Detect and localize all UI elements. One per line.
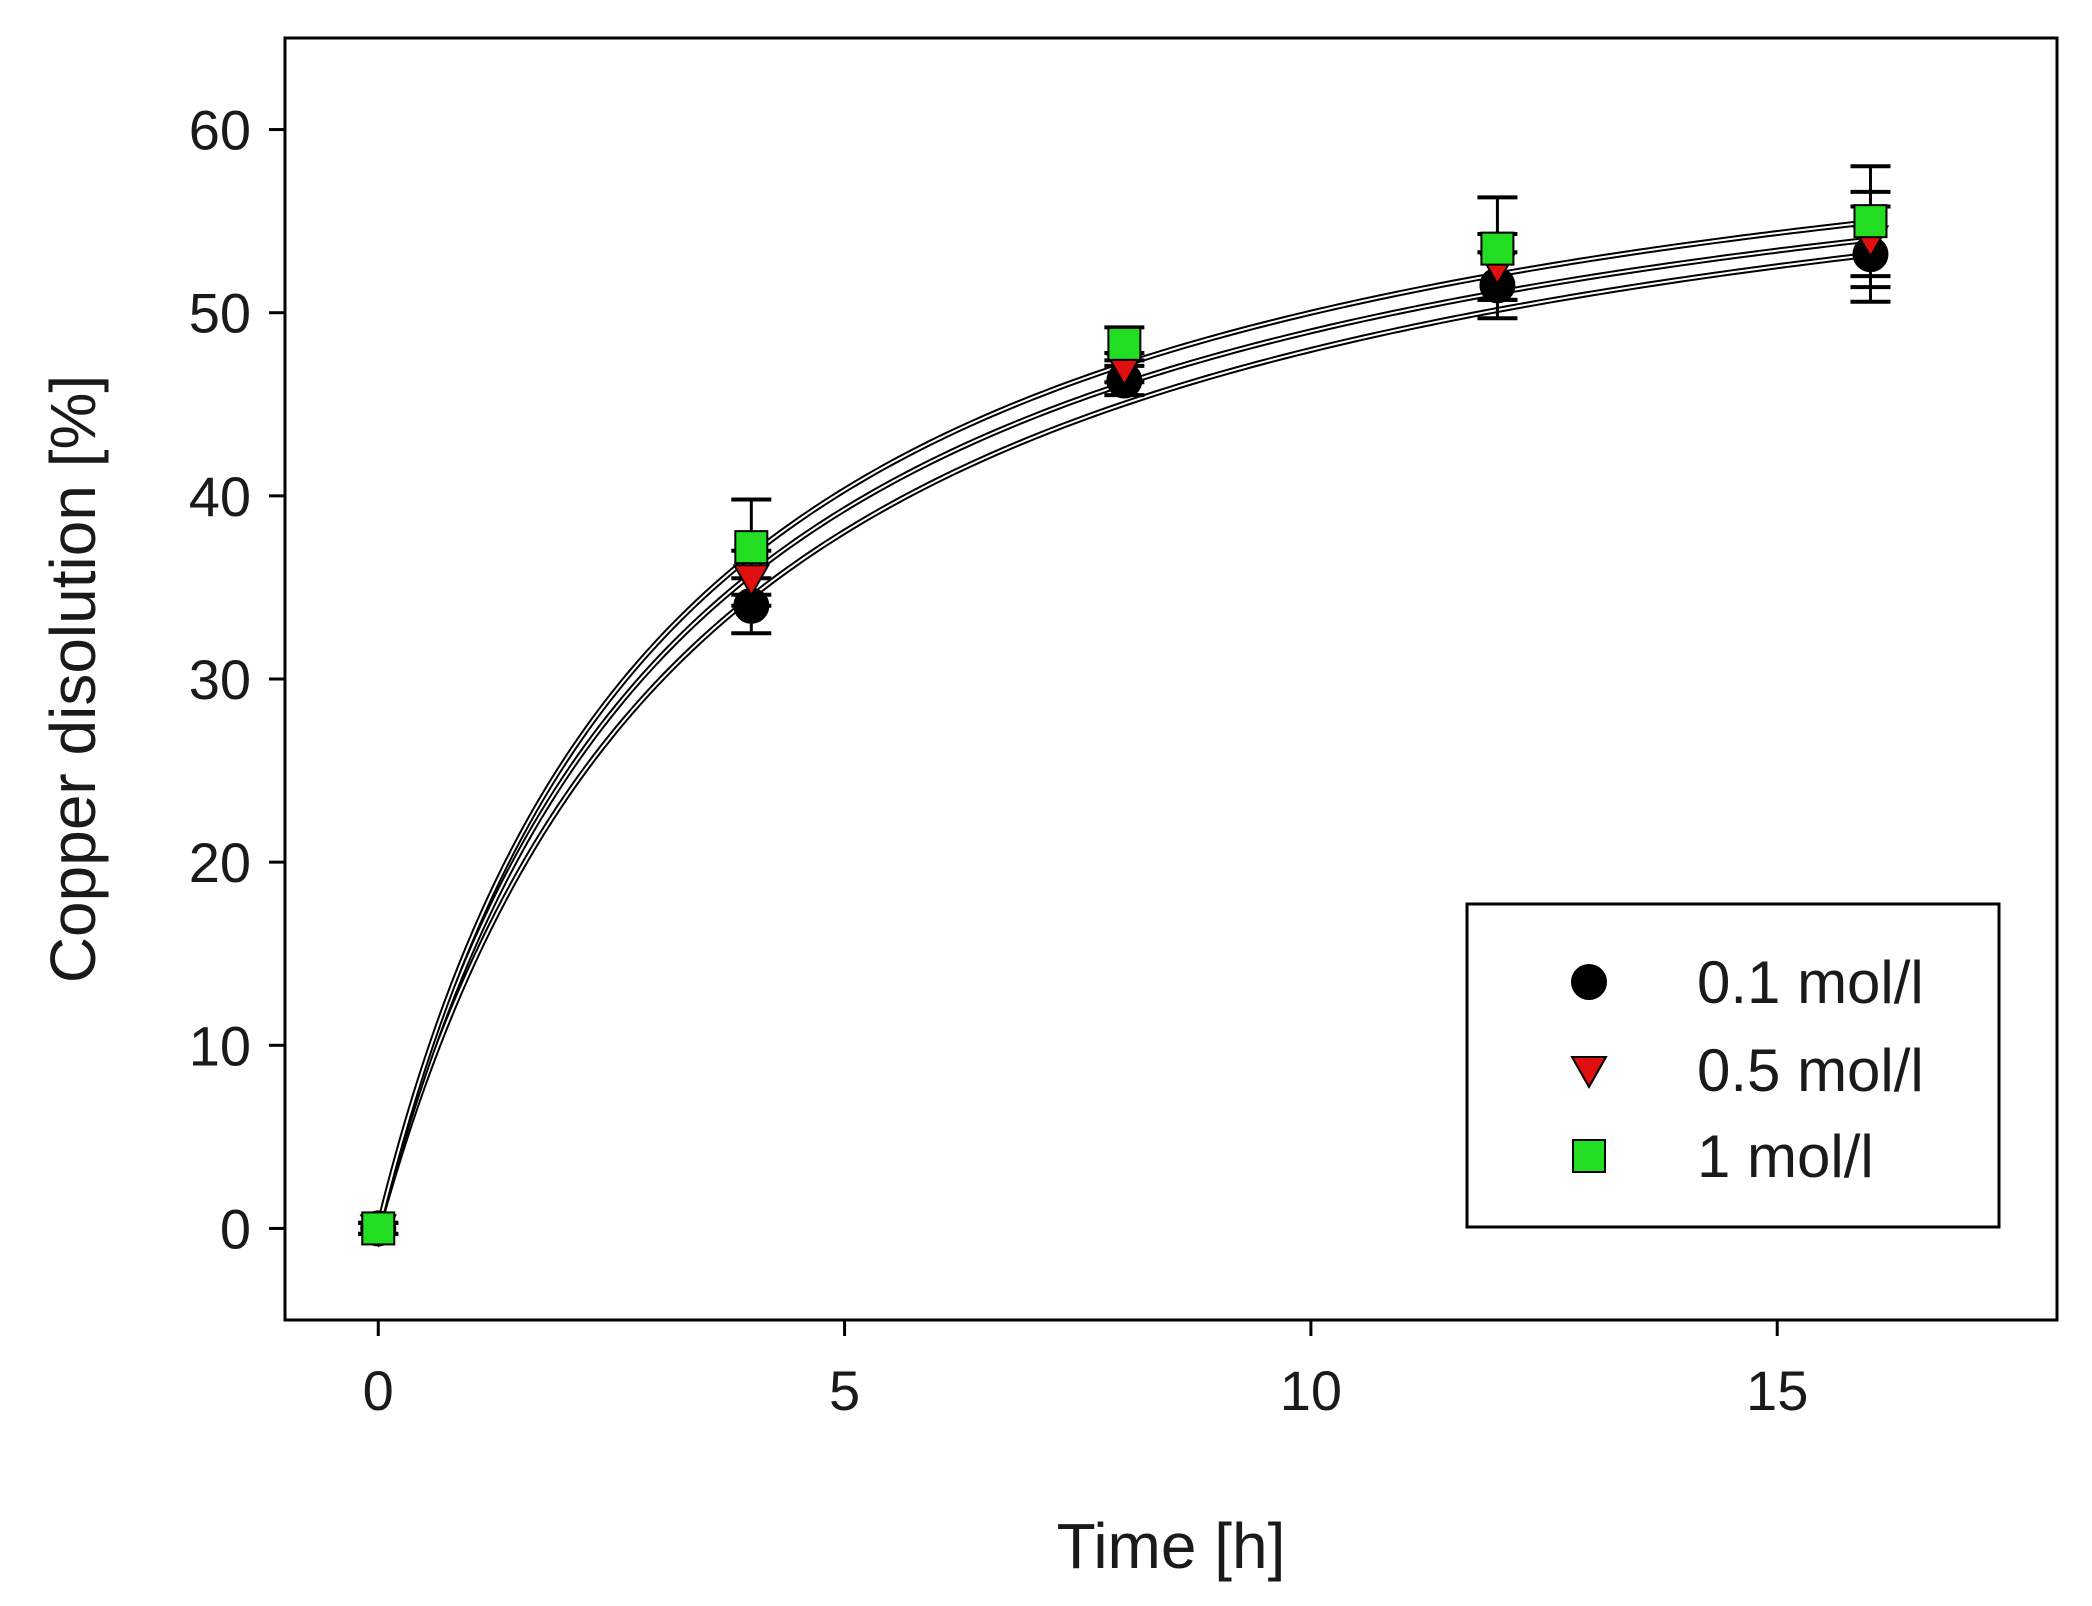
legend: 0.1 mol/l 0.5 mol/l 1 mol/l [1465, 902, 2001, 1229]
data-point-series-2 [1853, 204, 1888, 239]
x-tick-label: 15 [1746, 1359, 1808, 1422]
data-point-series-2 [1107, 326, 1142, 361]
x-axis-title: Time [h] [1057, 1510, 1286, 1582]
y-axis-title: Copper disolution [%] [37, 375, 109, 983]
y-tick-label: 40 [189, 465, 251, 528]
legend-marker-series-1 [1570, 1056, 1608, 1090]
fit-curve [377, 253, 1871, 1229]
y-tick-label: 30 [189, 648, 251, 711]
data-point-series-2 [1480, 231, 1515, 266]
y-tick-label: 20 [189, 831, 251, 894]
legend-label-series-1: 0.5 mol/l [1697, 1037, 1924, 1104]
legend-marker-series-0 [1571, 964, 1607, 1000]
data-points [359, 204, 1890, 1248]
legend-box [1465, 902, 2001, 1229]
x-tick-label: 5 [829, 1359, 860, 1422]
y-tick-label: 50 [189, 282, 251, 345]
x-tick-label: 0 [363, 1359, 394, 1422]
data-point-series-2 [361, 1211, 396, 1246]
legend-label-series-2: 1 mol/l [1697, 1123, 1874, 1190]
y-tick-label: 60 [189, 99, 251, 162]
legend-marker-series-2 [1572, 1139, 1606, 1173]
x-tick-label: 10 [1280, 1359, 1342, 1422]
data-point-series-2 [734, 530, 769, 565]
axes: 0 5 10 15 0 10 20 30 40 50 60 [189, 99, 1809, 1422]
y-tick-label: 0 [220, 1197, 251, 1260]
data-point-series-1 [732, 564, 771, 598]
legend-label-series-0: 0.1 mol/l [1697, 949, 1924, 1016]
y-tick-label: 10 [189, 1014, 251, 1077]
